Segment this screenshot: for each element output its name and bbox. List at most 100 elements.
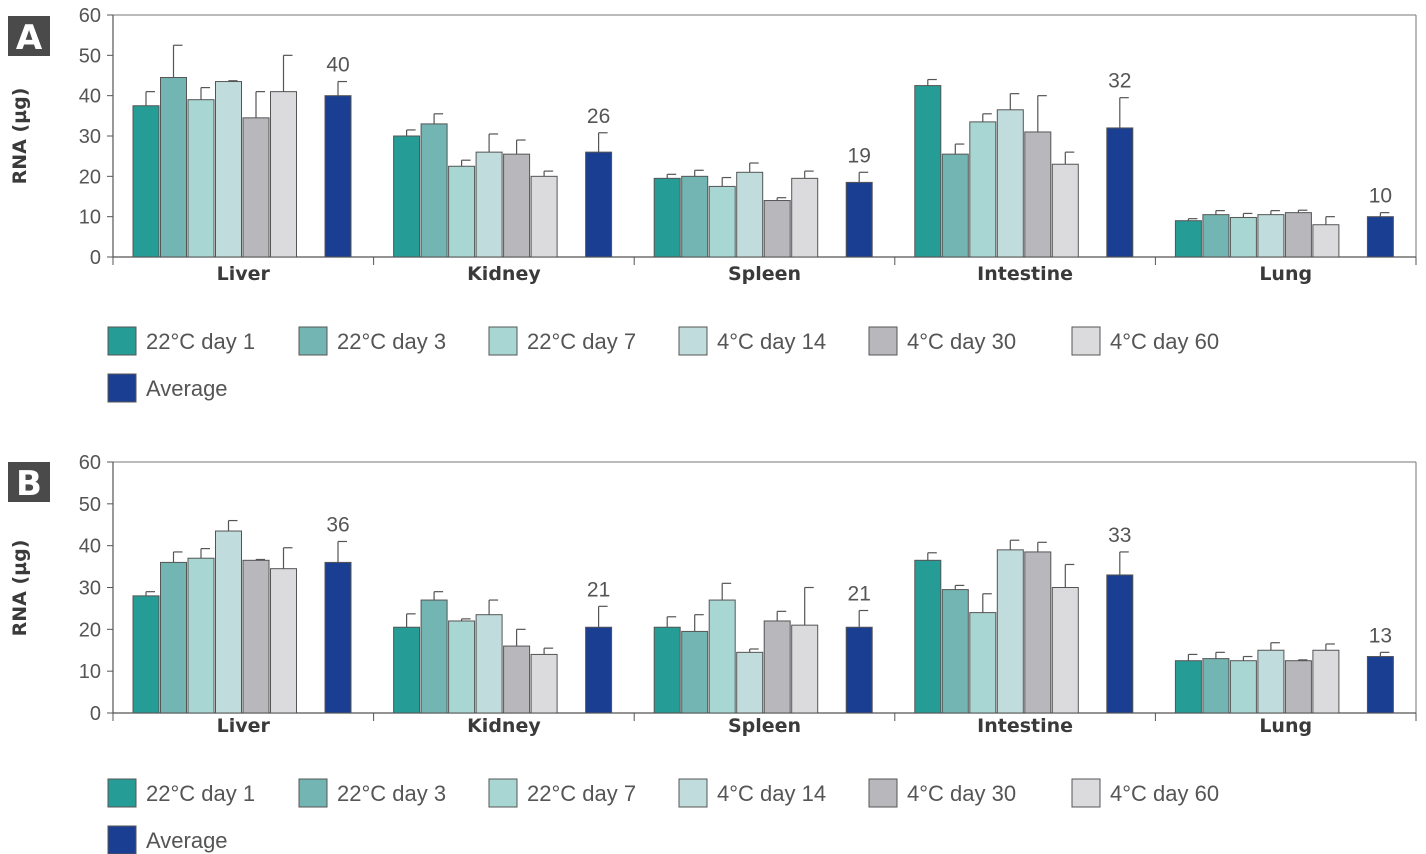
- bar: [1366, 656, 1394, 714]
- panel-label: A: [16, 18, 43, 58]
- y-tick-label: 30: [79, 578, 101, 600]
- y-tick-label: 40: [79, 536, 101, 558]
- data-label: 19: [848, 144, 871, 167]
- bar: [845, 626, 873, 714]
- data-label: 33: [1108, 524, 1131, 547]
- y-tick-label: 20: [79, 619, 101, 641]
- data-label: 10: [1369, 185, 1392, 208]
- bar: [1284, 212, 1312, 258]
- bar: [1051, 587, 1079, 714]
- category-label: Spleen: [728, 263, 801, 285]
- legend-item: Average: [107, 825, 228, 854]
- bar: [324, 561, 352, 714]
- data-label: 36: [326, 513, 349, 536]
- y-tick-label: 10: [79, 207, 101, 229]
- bar: [420, 599, 448, 714]
- legend-label: 4°C day 60: [1110, 329, 1219, 354]
- bar: [1257, 214, 1285, 258]
- legend-swatch: [678, 326, 708, 356]
- bar: [653, 177, 681, 258]
- bar: [1229, 216, 1257, 258]
- legend-label: 22°C day 7: [527, 781, 636, 806]
- bar: [160, 77, 187, 258]
- legend-item: 22°C day 7: [488, 778, 636, 808]
- legend-label: 22°C day 3: [337, 781, 446, 806]
- bar: [132, 595, 160, 714]
- bar: [187, 99, 215, 258]
- legend-label: 22°C day 3: [337, 329, 446, 354]
- bar: [736, 651, 764, 714]
- bar: [503, 645, 531, 714]
- legend-item: 22°C day 7: [488, 326, 636, 356]
- bar: [681, 630, 709, 714]
- y-tick-label: 0: [90, 247, 101, 269]
- legend-swatch: [678, 778, 708, 808]
- category-label: Spleen: [728, 715, 801, 737]
- legend-swatch: [488, 778, 518, 808]
- bar: [736, 171, 764, 258]
- bar: [160, 561, 187, 714]
- legend-label: 4°C day 30: [907, 329, 1016, 354]
- panel-label: B: [16, 464, 42, 504]
- legend-item: 4°C day 60: [1071, 326, 1219, 356]
- bar: [585, 626, 613, 714]
- category-label: Kidney: [467, 263, 541, 285]
- legend-label: Average: [146, 376, 228, 401]
- legend-item: 22°C day 1: [107, 326, 255, 356]
- bar: [1284, 660, 1312, 714]
- legend-swatch: [868, 778, 898, 808]
- y-tick-label: 30: [79, 126, 101, 148]
- legend-item: 22°C day 3: [298, 326, 446, 356]
- category-label: Lung: [1259, 263, 1312, 285]
- legend-swatch: [298, 778, 328, 808]
- legend-swatch: [107, 778, 137, 808]
- legend-label: 22°C day 1: [146, 781, 255, 806]
- bar: [1051, 163, 1079, 258]
- y-tick-label: 20: [79, 166, 101, 188]
- legend-swatch: [488, 326, 518, 356]
- bar: [1174, 660, 1202, 714]
- bar: [585, 151, 613, 258]
- bar: [763, 200, 791, 258]
- legend-item: 22°C day 3: [298, 778, 446, 808]
- bar: [996, 109, 1024, 258]
- data-label: 32: [1108, 70, 1131, 93]
- bar: [1106, 574, 1134, 714]
- y-tick-label: 60: [79, 452, 101, 474]
- legend-item: 4°C day 60: [1071, 778, 1219, 808]
- legend-swatch: [298, 326, 328, 356]
- bar: [1024, 551, 1052, 714]
- legend-swatch: [107, 825, 137, 854]
- legend-swatch: [1071, 778, 1101, 808]
- bar: [215, 81, 242, 258]
- legend-swatch: [1071, 326, 1101, 356]
- data-label: 40: [326, 54, 349, 77]
- legend-item: 22°C day 1: [107, 778, 255, 808]
- legend-label: 22°C day 1: [146, 329, 255, 354]
- bar: [1174, 220, 1202, 258]
- bar: [653, 626, 681, 714]
- legend-item: 4°C day 30: [868, 778, 1016, 808]
- bar: [1257, 649, 1285, 714]
- data-label: 26: [587, 105, 610, 128]
- bar: [530, 175, 558, 258]
- y-axis-title: RNA (µg): [9, 540, 31, 637]
- category-label: Intestine: [977, 715, 1073, 737]
- bar: [530, 653, 558, 714]
- data-label: 21: [587, 578, 610, 601]
- legend-label: 22°C day 7: [527, 329, 636, 354]
- bar: [420, 123, 448, 258]
- category-label: Liver: [217, 263, 271, 285]
- bar: [242, 559, 270, 714]
- bar: [242, 117, 270, 258]
- bar: [270, 91, 297, 258]
- legend-item: 4°C day 14: [678, 778, 826, 808]
- bar: [1202, 214, 1230, 258]
- legend-swatch: [868, 326, 898, 356]
- y-tick-label: 10: [79, 661, 101, 683]
- bar: [393, 135, 421, 258]
- chart-panel-b: B RNA (µg) 0 10 20 30 40 50 60 Liver 36 Kidney 21 Spl…: [8, 452, 1417, 854]
- category-label: Intestine: [977, 263, 1073, 285]
- y-tick-label: 50: [79, 45, 101, 67]
